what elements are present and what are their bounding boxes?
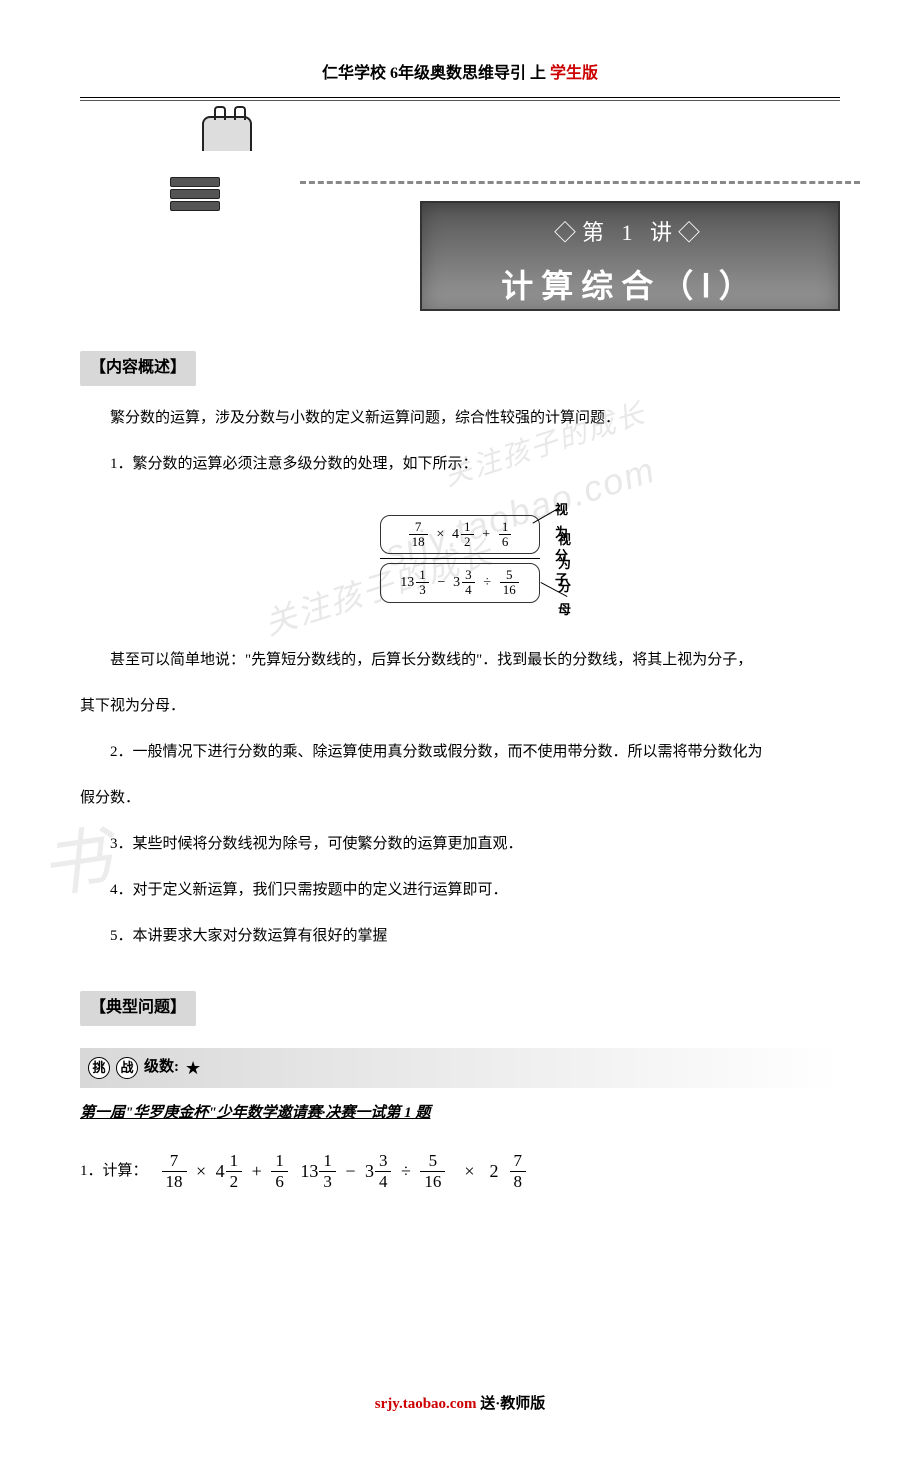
num-a-d: 18 xyxy=(409,535,428,549)
problem-source: 第一届"华罗庚金杯"少年数学邀请赛·决赛一试第 1 题 xyxy=(80,1100,840,1127)
p1-da-n: 1 xyxy=(319,1151,336,1172)
p1-dc-n: 5 xyxy=(420,1151,445,1172)
num-b-d: 2 xyxy=(461,535,474,549)
num-b-w: 4 xyxy=(452,522,459,547)
den-a-d: 3 xyxy=(416,583,429,597)
numerator-box: 718 × 412 + 16 xyxy=(380,515,540,555)
point-2-a: 2．一般情况下进行分数的乘、除运算使用真分数或假分数，而不使用带分数．所以需将带… xyxy=(80,734,840,770)
den-a-w: 13 xyxy=(400,570,414,595)
den-c-n: 5 xyxy=(500,568,519,583)
section-overview-label: 【内容概述】 xyxy=(80,351,196,386)
p1-numerator: 718 × 412 + 16 xyxy=(158,1155,297,1183)
challenge-char-2: 战 xyxy=(116,1057,138,1079)
page-header: 仁华学校 6年级奥数思维导引 上 学生版 xyxy=(80,60,840,98)
p1-nc-n: 1 xyxy=(271,1151,288,1172)
p1-times-1: × xyxy=(196,1155,206,1187)
chapter-number: ◇第 1 讲◇ xyxy=(422,213,838,253)
p1-times-2: × xyxy=(464,1155,474,1187)
point-1b-a: 甚至可以简单地说："先算短分数线的，后算长分数线的"．找到最长的分数线，将其上视… xyxy=(80,642,840,678)
header-mid: 年级奥数思维导引 上 xyxy=(398,65,550,82)
p1-da-d: 3 xyxy=(319,1172,336,1192)
overview-intro: 繁分数的运算，涉及分数与小数的定义新运算问题，综合性较强的计算问题． xyxy=(80,400,840,436)
p1-nb-d: 2 xyxy=(226,1172,243,1192)
point-2-b: 假分数． xyxy=(80,780,840,816)
challenge-char-1: 挑 xyxy=(88,1057,110,1079)
p1-dc-d: 16 xyxy=(420,1172,445,1192)
op-minus: − xyxy=(437,570,445,595)
watermark-brush: 书 xyxy=(32,796,121,931)
chapter-title-box: ◇第 1 讲◇ 计算综合（Ⅰ） xyxy=(420,201,840,311)
op-div: ÷ xyxy=(483,570,491,595)
num-c-n: 1 xyxy=(499,520,512,535)
den-b-w: 3 xyxy=(453,570,460,595)
op-times: × xyxy=(436,522,444,547)
p1-tail-d: 8 xyxy=(510,1172,527,1192)
footer-rest: 送·教师版 xyxy=(476,1396,545,1412)
complex-fraction-diagram: 视为分子 718 × 412 + 16 1313 − 334 ÷ 516 视为分… xyxy=(80,500,840,618)
den-c-d: 16 xyxy=(500,583,519,597)
dashed-line xyxy=(300,181,860,184)
section-problems-label: 【典型问题】 xyxy=(80,991,196,1026)
den-b-n: 3 xyxy=(462,568,475,583)
p1-tail-w: 2 xyxy=(490,1155,499,1187)
annotation-denominator: 视为分母 xyxy=(558,528,571,622)
page-footer: srjy.taobao.com 送·教师版 xyxy=(80,1391,840,1418)
point-4: 4．对于定义新运算，我们只需按题中的定义进行运算即可． xyxy=(80,872,840,908)
cup-icon xyxy=(202,116,252,151)
p1-db-n: 3 xyxy=(375,1151,392,1172)
p1-na-d: 18 xyxy=(162,1172,187,1192)
challenge-level-row: 挑 战 级数: ★ xyxy=(80,1048,840,1088)
p1-minus: − xyxy=(345,1155,355,1187)
chapter-title: 计算综合（Ⅰ） xyxy=(422,258,838,316)
header-suffix: 学生版 xyxy=(550,65,598,82)
p1-da-w: 13 xyxy=(300,1155,318,1187)
p1-nc-d: 6 xyxy=(271,1172,288,1192)
op-plus: + xyxy=(482,522,490,547)
header-rule xyxy=(80,100,840,101)
den-a-n: 1 xyxy=(416,568,429,583)
problem-1-fraction: 718 × 412 + 16 1313 − 334 ÷ 516 xyxy=(158,1151,450,1191)
point-3: 3．某些时候将分数线视为除号，可使繁分数的运算更加直观． xyxy=(80,826,840,862)
point-5: 5．本讲要求大家对分数运算有很好的掌握 xyxy=(80,918,840,954)
star-icon: ★ xyxy=(185,1052,201,1084)
problem-1-label: 1．计算： xyxy=(80,1158,148,1185)
point-1: 1．繁分数的运算必须注意多级分数的处理，如下所示： xyxy=(80,446,840,482)
num-a-n: 7 xyxy=(409,520,428,535)
problem-1: 1．计算： 718 × 412 + 16 1313 − 334 ÷ 516 × … xyxy=(80,1151,840,1191)
p1-denominator: 1313 − 334 ÷ 516 xyxy=(296,1155,449,1183)
header-prefix: 仁华学校 6 xyxy=(322,65,398,82)
footer-url: srjy.taobao.com xyxy=(375,1396,477,1412)
challenge-label: 级数: xyxy=(144,1054,179,1081)
main-fraction-bar xyxy=(380,558,540,559)
point-1b-b: 其下视为分母． xyxy=(80,688,840,724)
denominator-box: 1313 − 334 ÷ 516 xyxy=(380,563,540,603)
den-b-d: 4 xyxy=(462,583,475,597)
p1-plus: + xyxy=(252,1155,262,1187)
num-c-d: 6 xyxy=(499,535,512,549)
num-b-n: 1 xyxy=(461,520,474,535)
p1-db-w: 3 xyxy=(365,1155,374,1187)
p1-tail-n: 7 xyxy=(510,1151,527,1172)
p1-div: ÷ xyxy=(401,1155,411,1187)
p1-db-d: 4 xyxy=(375,1172,392,1192)
p1-na-n: 7 xyxy=(162,1151,187,1172)
chapter-banner: ◇第 1 讲◇ 计算综合（Ⅰ） xyxy=(80,111,840,311)
p1-nb-n: 1 xyxy=(226,1151,243,1172)
p1-nb-w: 4 xyxy=(216,1155,225,1187)
banner-illustration xyxy=(170,111,300,211)
books-icon xyxy=(170,175,220,211)
